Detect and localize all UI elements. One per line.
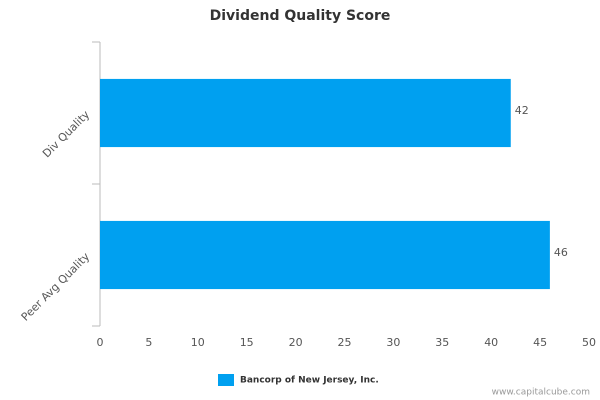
x-tick-label: 40 (484, 336, 498, 349)
x-tick-label: 35 (435, 336, 449, 349)
chart-title: Dividend Quality Score (210, 8, 391, 24)
x-tick-label: 20 (289, 336, 303, 349)
x-tick-label: 15 (240, 336, 254, 349)
x-tick-label: 25 (338, 336, 352, 349)
source: www.capitalcube.com (492, 388, 590, 398)
legend-label: Bancorp of New Jersey, Inc. (240, 376, 379, 386)
bar (100, 220, 550, 290)
legend-swatch (218, 374, 234, 386)
bar (100, 78, 511, 148)
x-tick-label: 0 (97, 336, 104, 349)
x-tick-label: 5 (145, 336, 152, 349)
x-tick-label: 30 (386, 336, 400, 349)
x-tick-label: 50 (582, 336, 596, 349)
x-tick-label: 10 (191, 336, 205, 349)
value-label: 42 (515, 104, 529, 117)
y-tick-label: Div Quality (40, 108, 93, 161)
y-tick-label: Peer Avg Quality (19, 250, 93, 324)
value-label: 46 (554, 246, 568, 259)
x-tick-label: 45 (533, 336, 547, 349)
